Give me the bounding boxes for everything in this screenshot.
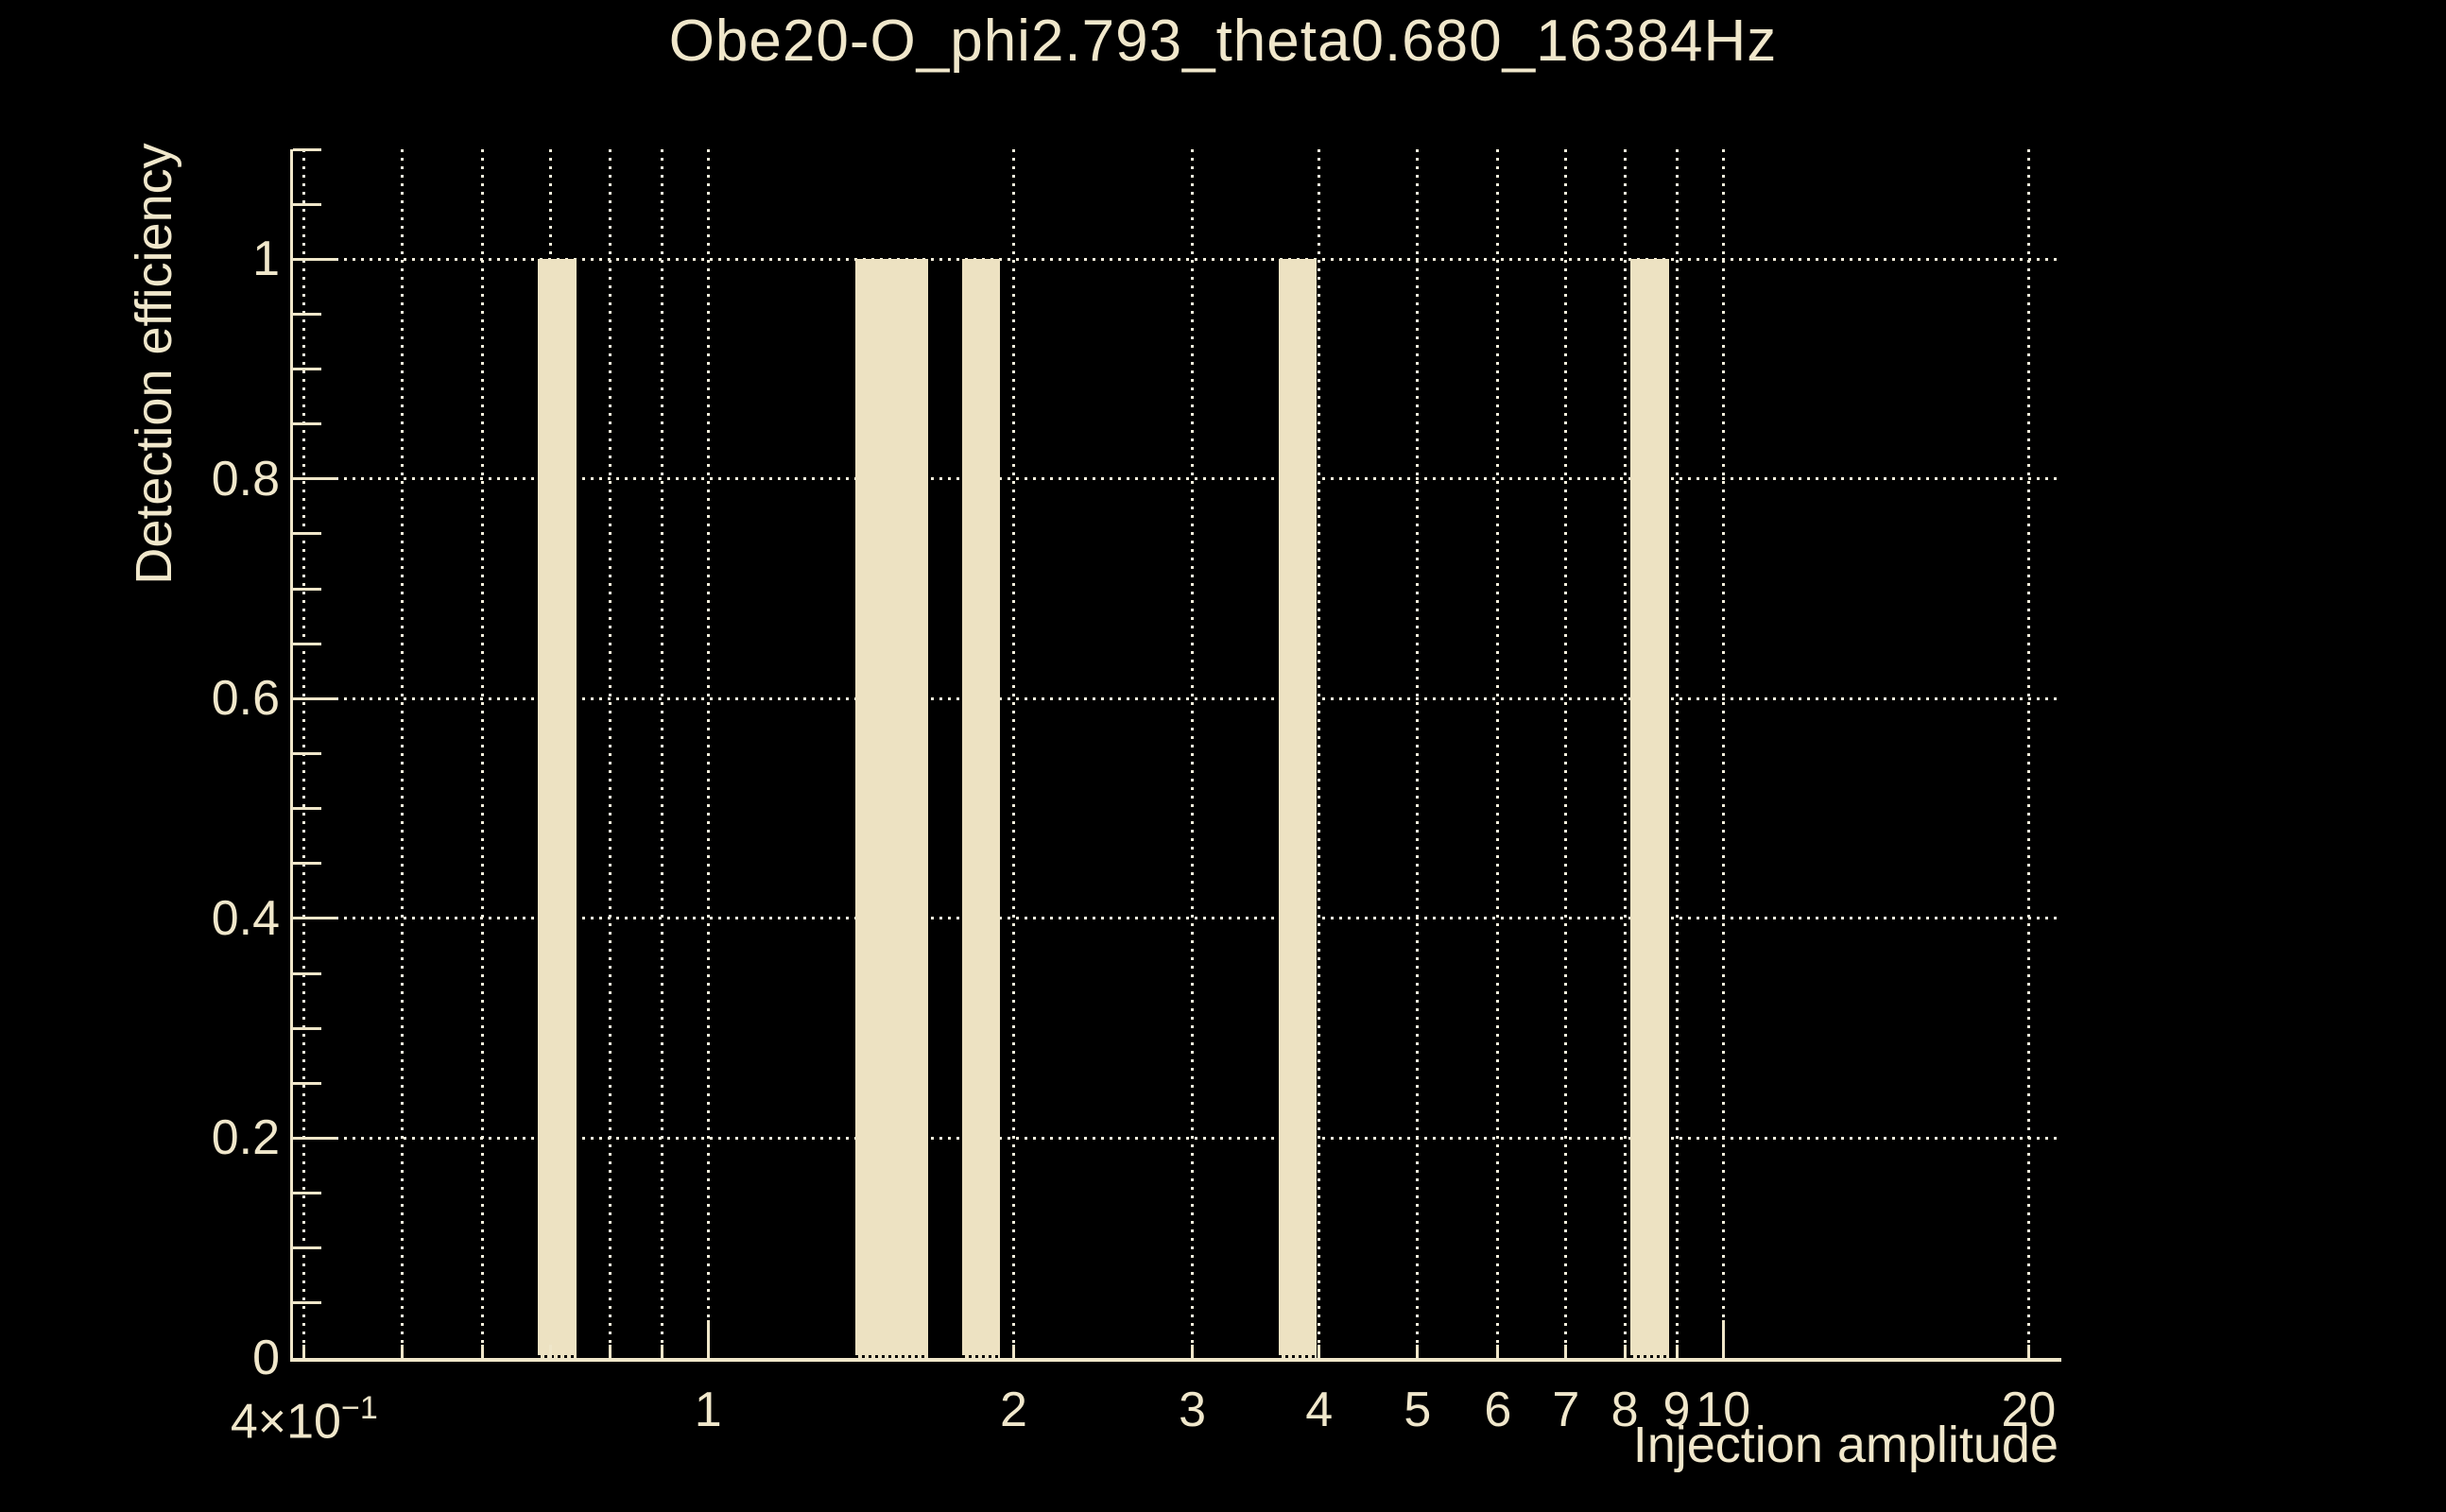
x-gridline [1721,149,1725,1358]
y-tick [293,1136,336,1140]
y-tick-label: 0.4 [211,890,280,946]
x-tick [1318,1345,1321,1358]
x-tick-label: 4 [1305,1383,1334,1437]
y-tick [293,917,336,920]
x-gridline [1011,149,1015,1358]
x-gridline [1416,149,1420,1358]
y-tick [293,752,321,755]
x-gridline [660,149,663,1358]
x-tick [2026,1345,2030,1358]
x-gridline [2026,149,2030,1358]
y-gridline [293,1136,2058,1140]
x-tick [608,1345,612,1358]
y-gridline [293,917,2058,920]
x-tick-label: 10 [1696,1383,1751,1437]
x-tick [1191,1345,1195,1358]
x-tick-label-exponent: −1 [340,1390,378,1426]
y-tick [293,422,321,426]
bar-base-dots [961,1355,1000,1358]
y-tick [293,1081,321,1085]
x-gridline [706,149,710,1358]
y-tick [293,696,336,700]
x-tick-label: 3 [1179,1383,1207,1437]
bar-base-dots [1629,1355,1670,1358]
y-tick [293,312,321,316]
x-axis-title: Injection amplitude [1632,1417,2058,1473]
histogram-bar [1278,259,1317,1358]
histogram-bar [855,259,929,1358]
histogram-bar [961,259,1000,1358]
x-tick-label: 1 [694,1383,722,1437]
bar-base-dots [855,1355,929,1358]
y-tick [293,862,321,866]
y-tick-label: 0.8 [211,451,280,507]
y-tick [293,807,321,811]
y-tick [293,532,321,536]
bar-base-dots [1278,1355,1317,1358]
y-gridline [293,477,2058,481]
y-tick [293,1246,321,1250]
x-tick [549,1345,553,1358]
x-gridline [1191,149,1195,1358]
y-axis-line [290,149,293,1362]
x-gridline [608,149,612,1358]
bar-base-dots [538,1355,577,1358]
y-tick [293,477,336,481]
y-tick [293,587,321,591]
x-tick-label: 5 [1404,1383,1432,1437]
y-tick [293,202,321,206]
chart-title: Obe20-O_phi2.793_theta0.680_16384Hz [668,9,1778,74]
y-tick-label: 0 [252,1331,280,1385]
x-gridline [401,149,405,1358]
x-tick [1416,1345,1420,1358]
x-gridline [1623,149,1627,1358]
x-tick [1623,1345,1627,1358]
x-tick [401,1345,405,1358]
x-tick [1564,1345,1568,1358]
x-axis-line [290,1358,2061,1362]
y-tick [293,971,321,975]
y-tick [293,1192,321,1195]
x-gridline [1675,149,1679,1358]
x-tick [1721,1320,1725,1358]
y-tick-label: 0.2 [211,1110,280,1166]
y-gridline [293,696,2058,700]
x-gridline [1496,149,1500,1358]
x-tick [481,1345,485,1358]
histogram-bar [538,259,577,1358]
x-gridline [481,149,485,1358]
x-tick [1011,1345,1015,1358]
x-tick-label: 20 [2001,1383,2057,1437]
x-tick [302,1345,306,1358]
x-gridline [1318,149,1321,1358]
x-tick-label: 6 [1484,1383,1512,1437]
y-tick [293,642,321,645]
histogram-bar [1629,259,1670,1358]
x-gridline [1564,149,1568,1358]
y-tick-label: 0.6 [211,671,280,727]
x-tick [660,1345,663,1358]
y-tick [293,368,321,371]
y-tick [293,1301,321,1305]
y-tick-label: 1 [252,232,280,287]
x-tick [706,1320,710,1358]
x-tick-label: 4×10−1 [230,1390,378,1450]
y-tick [293,257,336,261]
y-tick [293,1026,321,1030]
x-tick [1496,1345,1500,1358]
y-tick [293,147,321,151]
x-tick [1675,1345,1679,1358]
x-tick-label: 8 [1611,1383,1639,1437]
y-gridline [293,257,2058,261]
x-tick-label: 9 [1662,1383,1691,1437]
x-tick-label: 7 [1552,1383,1580,1437]
x-tick-label: 2 [1000,1383,1027,1437]
